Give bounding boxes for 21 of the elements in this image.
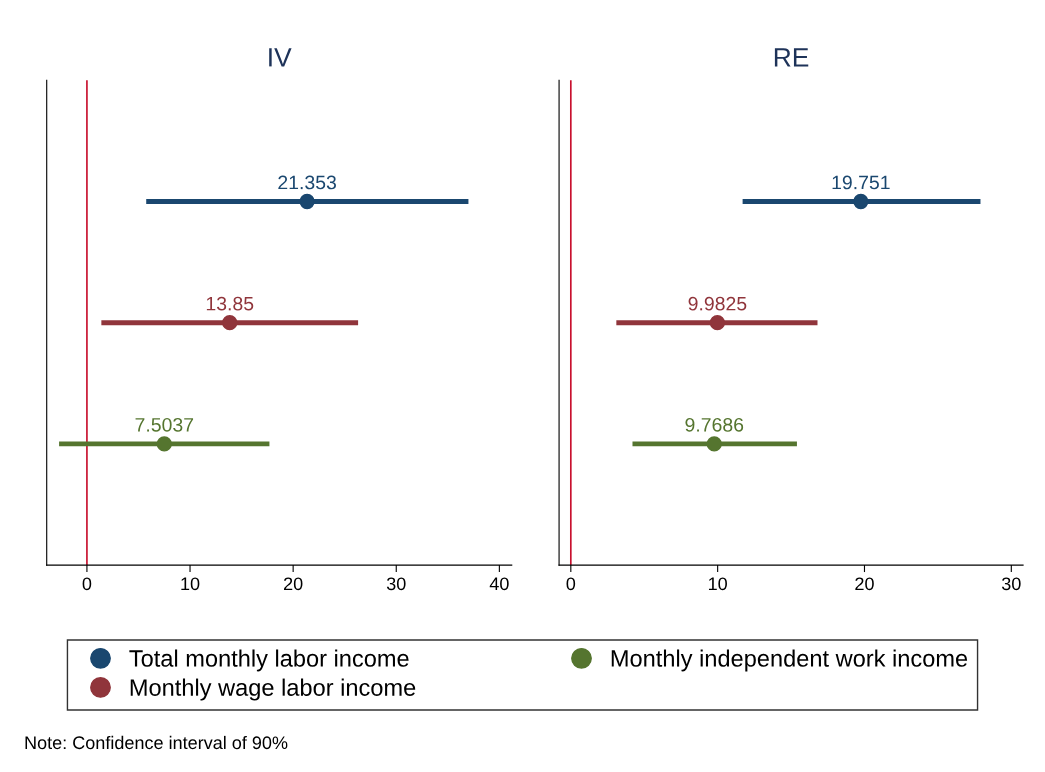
x-tick-label: 0	[566, 577, 576, 591]
data-label: 7.5037	[135, 417, 194, 432]
x-tick-label: 20	[855, 577, 874, 591]
legend-label: Total monthly labor income	[129, 649, 409, 672]
data-label: 9.7686	[685, 417, 744, 432]
x-tick-label: 0	[82, 577, 92, 591]
text: Note: Confidence interval of 90%	[25, 735, 288, 750]
x-tick-label: 10	[181, 577, 200, 591]
data-label: 9.9825	[688, 296, 747, 311]
legend-label: Monthly independent work income	[611, 649, 968, 672]
x-tick-label: 30	[386, 577, 406, 591]
chart-title: RE	[774, 48, 809, 67]
x-tick-label: 10	[708, 577, 727, 591]
data-label: 21.353	[278, 175, 336, 190]
x-tick-label: 40	[489, 577, 509, 591]
legend-label: Monthly wage labor income	[130, 678, 416, 701]
data-label: 19.751	[832, 175, 890, 190]
data-label: 13.85	[206, 296, 254, 311]
x-tick-label: 20	[284, 577, 303, 591]
x-tick-label: 30	[1001, 577, 1021, 591]
chart-title: IV	[269, 48, 292, 67]
